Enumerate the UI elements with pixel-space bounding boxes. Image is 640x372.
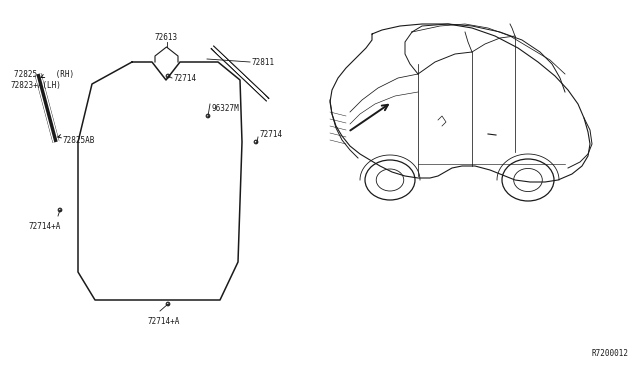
Text: 72811: 72811 [252,58,275,67]
Text: 72714: 72714 [174,74,197,83]
Text: 72714: 72714 [260,129,283,138]
Text: 72823+A(LH): 72823+A(LH) [10,80,61,90]
Text: 72714+A: 72714+A [148,317,180,326]
Text: 96327M: 96327M [212,103,240,112]
Text: 72825AB: 72825AB [62,135,94,144]
Text: 72825    (RH): 72825 (RH) [14,70,74,78]
Text: 72714+A: 72714+A [28,222,60,231]
Text: 72613: 72613 [155,33,178,42]
Text: R7200012: R7200012 [591,349,628,358]
